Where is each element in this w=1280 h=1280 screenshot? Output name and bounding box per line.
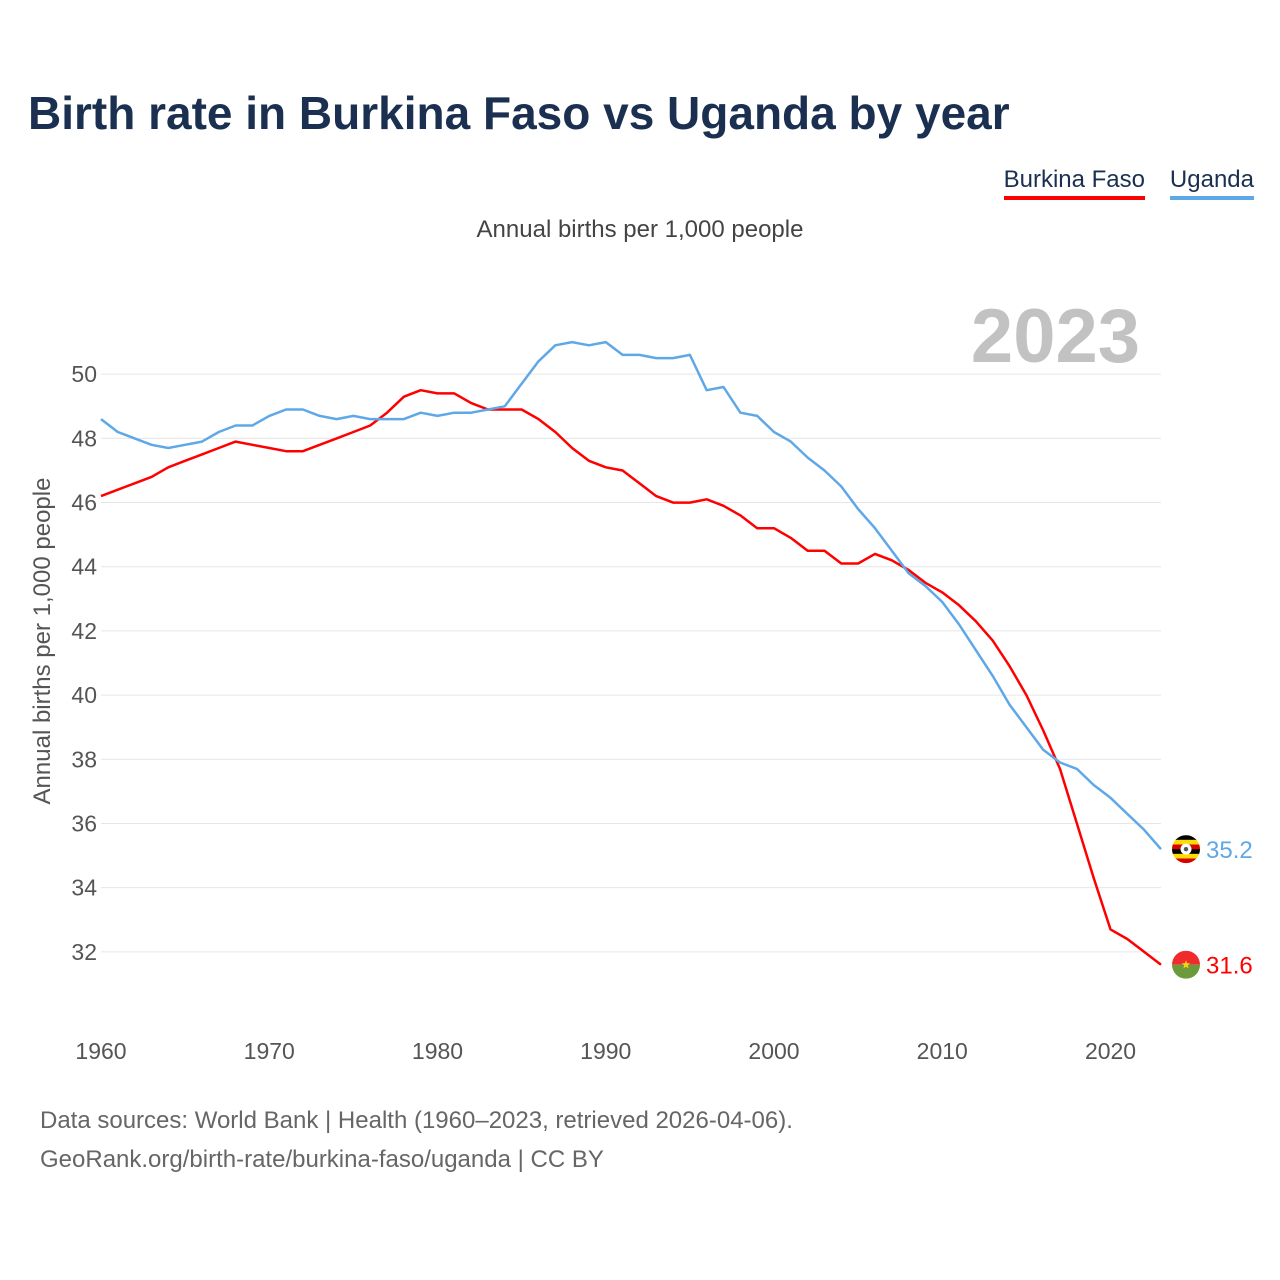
y-tick-label: 40 bbox=[71, 682, 97, 708]
legend-item-uganda[interactable]: Uganda bbox=[1169, 166, 1254, 200]
y-tick-label: 36 bbox=[71, 810, 97, 836]
y-tick-label: 38 bbox=[71, 746, 97, 772]
x-tick-label: 1990 bbox=[580, 1038, 631, 1064]
y-axis-label: Annual births per 1,000 people bbox=[29, 478, 56, 805]
y-tick-label: 32 bbox=[71, 939, 97, 965]
x-tick-label: 1960 bbox=[75, 1038, 126, 1064]
flag-burkina-faso-icon bbox=[1172, 950, 1200, 979]
y-tick-label: 50 bbox=[71, 361, 97, 387]
source-url[interactable]: GeoRank.org/birth-rate/burkina-faso/ugan… bbox=[40, 1146, 604, 1173]
y-tick-label: 48 bbox=[71, 425, 97, 451]
series-line-burkina-faso[interactable] bbox=[100, 388, 1162, 966]
x-tick-label: 2000 bbox=[748, 1038, 799, 1064]
y-tick-label: 46 bbox=[71, 490, 97, 516]
x-tick-label: 1970 bbox=[244, 1038, 295, 1064]
end-value-label-burkina-faso: 31.6 bbox=[1206, 953, 1253, 980]
chart-subtitle: Annual births per 1,000 people bbox=[476, 216, 804, 243]
chart-title: Birth rate in Burkina Faso vs Uganda by … bbox=[28, 87, 1010, 139]
legend-item-burkina-faso[interactable]: Burkina Faso bbox=[1003, 166, 1145, 200]
end-value-label-uganda: 35.2 bbox=[1206, 837, 1253, 864]
series-line-uganda[interactable] bbox=[100, 340, 1162, 851]
y-tick-label: 44 bbox=[71, 554, 97, 580]
flag-uganda-icon bbox=[1172, 835, 1200, 864]
x-tick-label: 2020 bbox=[1085, 1038, 1136, 1064]
source-note: Data sources: World Bank | Health (1960–… bbox=[40, 1107, 793, 1134]
y-tick-label: 42 bbox=[71, 618, 97, 644]
x-tick-label: 2010 bbox=[917, 1038, 968, 1064]
y-tick-label: 34 bbox=[71, 875, 97, 901]
x-tick-label: 1980 bbox=[412, 1038, 463, 1064]
year-watermark: 2023 bbox=[971, 294, 1140, 379]
